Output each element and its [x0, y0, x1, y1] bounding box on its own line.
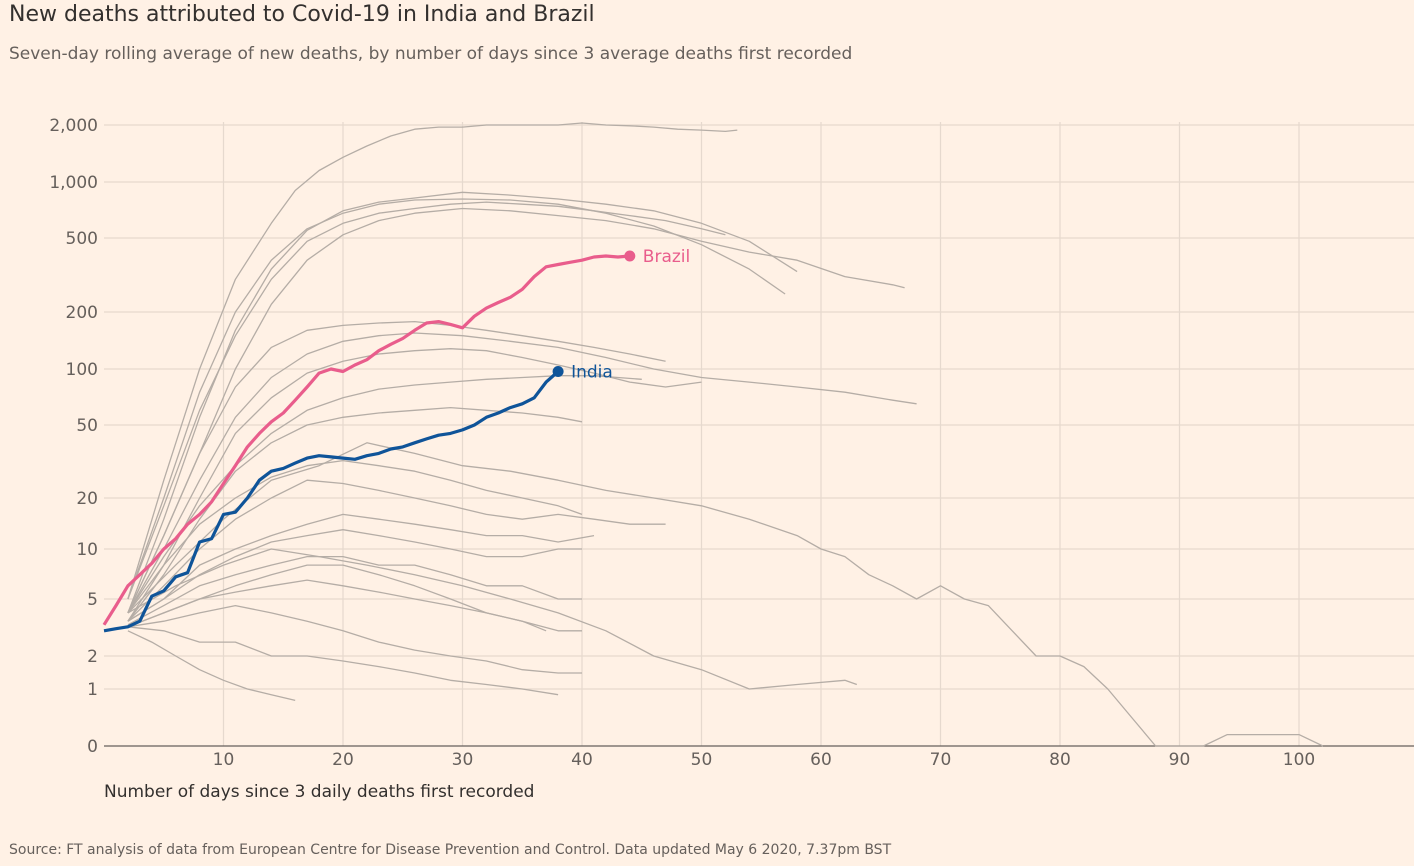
- other-country-line: [127, 320, 666, 614]
- y-tick-label: 2: [87, 647, 98, 667]
- y-tick-label: 100: [66, 360, 98, 380]
- other-country-line: [127, 442, 1324, 747]
- x-tick-label: 60: [810, 750, 832, 770]
- x-axis-ticks: 10 20 30 40 50 60 70 80 90 100: [213, 750, 1316, 770]
- y-tick-label: 0: [87, 737, 98, 757]
- other-country-line: [127, 555, 582, 626]
- x-axis-label: Number of days since 3 daily deaths firs…: [104, 782, 534, 802]
- x-tick-label: 90: [1169, 750, 1191, 770]
- x-tick-label: 40: [571, 750, 593, 770]
- brazil-label: Brazil: [643, 247, 690, 267]
- other-country-line: [127, 564, 547, 632]
- other-country-line: [127, 207, 905, 614]
- x-tick-label: 100: [1283, 750, 1315, 770]
- india-label: India: [571, 362, 613, 382]
- x-tick-label: 50: [691, 750, 713, 770]
- other-country-line: [127, 122, 738, 600]
- other-country-line: [127, 529, 582, 622]
- chart-subtitle: Seven-day rolling average of new deaths,…: [9, 44, 853, 64]
- y-tick-label: 200: [66, 303, 98, 323]
- other-country-line: [127, 201, 726, 600]
- grid-lines: [104, 122, 1414, 747]
- x-tick-label: 80: [1049, 750, 1071, 770]
- other-country-line: [127, 548, 858, 690]
- india-line: [103, 370, 560, 633]
- other-countries-series: [127, 122, 1324, 747]
- y-tick-label: 10: [76, 540, 98, 560]
- other-country-line: [127, 513, 595, 622]
- india-endpoint: [552, 365, 564, 377]
- source-note: Source: FT analysis of data from Europea…: [9, 842, 892, 858]
- brazil-line: [102, 254, 630, 626]
- other-country-line: [127, 626, 559, 696]
- y-tick-label: 20: [76, 489, 98, 509]
- x-tick-label: 10: [213, 750, 235, 770]
- y-tick-label: 500: [66, 229, 98, 249]
- other-country-line: [127, 459, 583, 614]
- other-country-line: [127, 332, 917, 614]
- y-axis-ticks: 0 1 2 5 10 20 50 100 200 500 1,000 2,000: [49, 116, 98, 757]
- other-country-line: [127, 198, 786, 600]
- other-country-line: [127, 406, 583, 622]
- chart-title: New deaths attributed to Covid-19 in Ind…: [9, 2, 595, 27]
- other-country-line: [127, 630, 296, 702]
- x-tick-label: 30: [452, 750, 474, 770]
- y-tick-label: 1,000: [49, 173, 98, 193]
- brazil-endpoint: [624, 250, 636, 262]
- highlighted-series: Brazil India: [102, 247, 690, 633]
- y-tick-label: 50: [76, 416, 98, 436]
- y-tick-label: 2,000: [49, 116, 98, 136]
- other-country-line: [127, 348, 702, 622]
- other-country-line: [127, 479, 666, 622]
- y-tick-label: 1: [87, 680, 98, 700]
- x-tick-label: 20: [332, 750, 354, 770]
- other-country-line: [127, 375, 642, 614]
- y-tick-label: 5: [87, 590, 98, 610]
- x-tick-label: 70: [930, 750, 952, 770]
- other-country-line: [127, 604, 582, 674]
